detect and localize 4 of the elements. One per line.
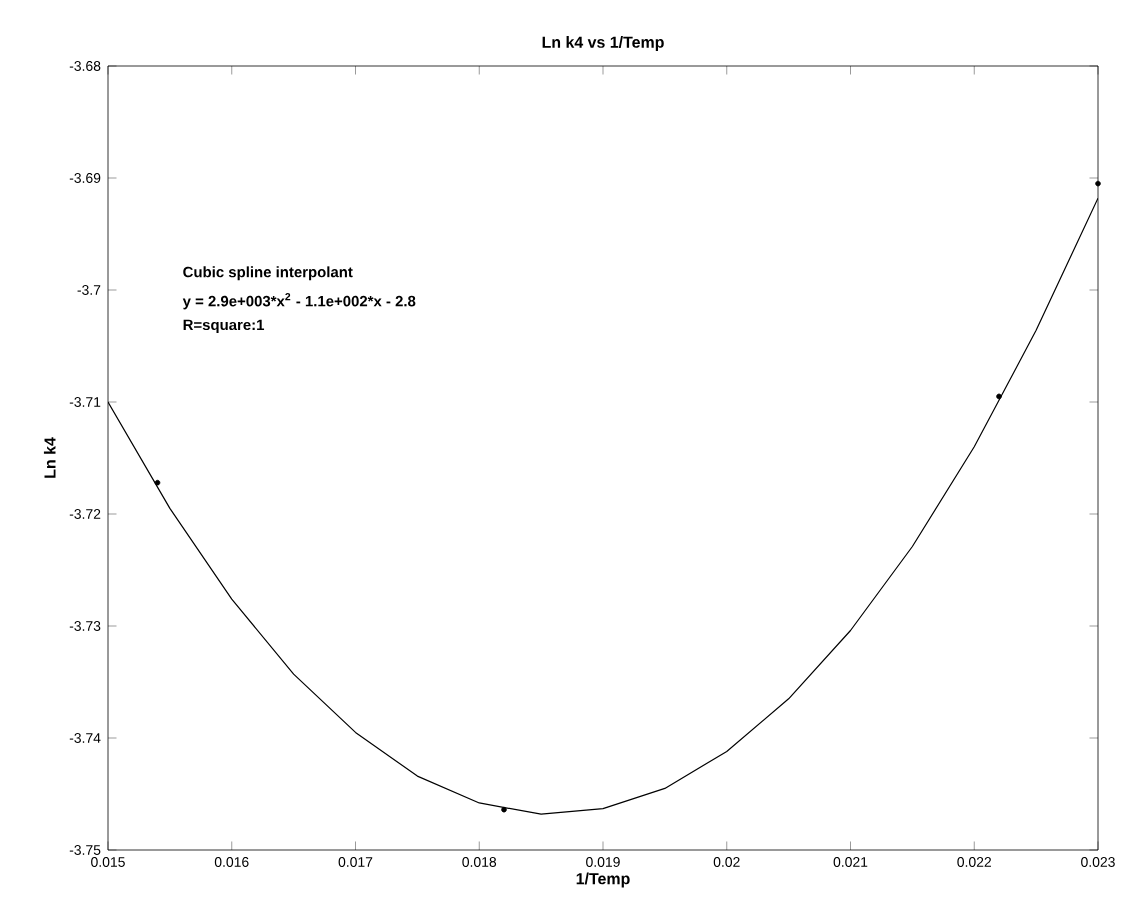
point xyxy=(1095,180,1101,187)
point xyxy=(154,479,161,486)
point xyxy=(501,806,507,813)
point xyxy=(996,393,1002,400)
